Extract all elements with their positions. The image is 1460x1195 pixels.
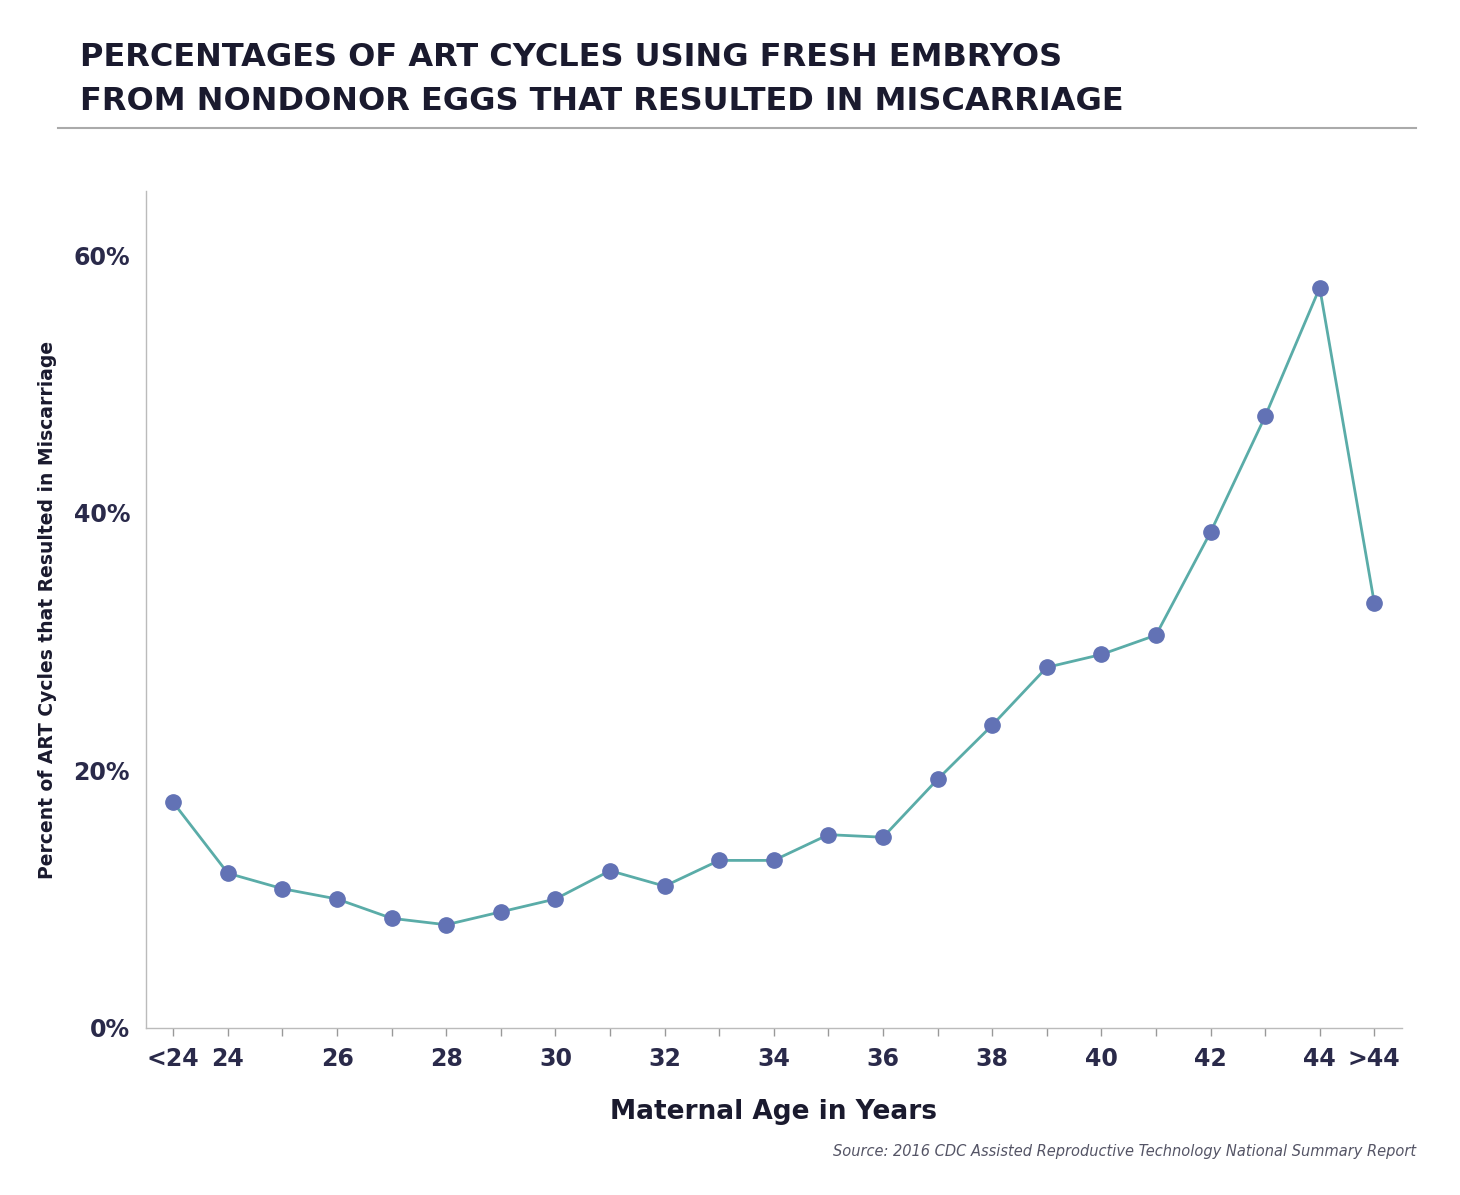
Text: FROM NONDONOR EGGS THAT RESULTED IN MISCARRIAGE: FROM NONDONOR EGGS THAT RESULTED IN MISC…: [80, 86, 1124, 117]
Text: PERCENTAGES OF ART CYCLES USING FRESH EMBRYOS: PERCENTAGES OF ART CYCLES USING FRESH EM…: [80, 42, 1063, 73]
X-axis label: Maternal Age in Years: Maternal Age in Years: [610, 1099, 937, 1124]
Text: Source: 2016 CDC Assisted Reproductive Technology National Summary Report: Source: 2016 CDC Assisted Reproductive T…: [834, 1144, 1416, 1159]
Y-axis label: Percent of ART Cycles that Resulted in Miscarriage: Percent of ART Cycles that Resulted in M…: [38, 341, 57, 878]
